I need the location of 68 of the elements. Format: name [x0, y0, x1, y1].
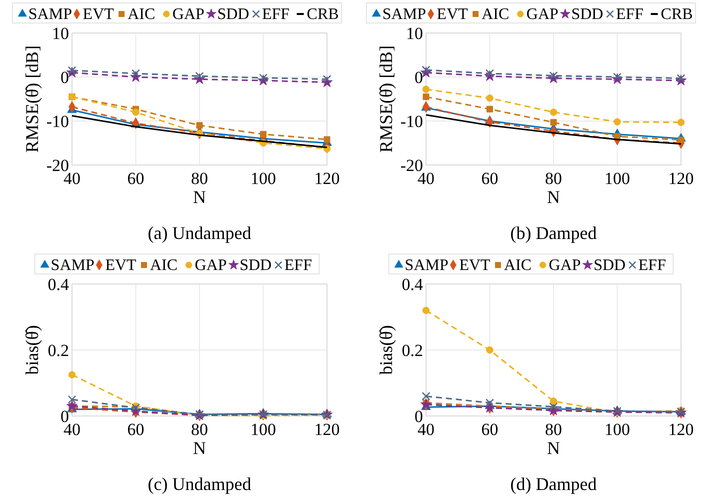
y-tick-label: 0.2	[402, 341, 423, 360]
x-tick-label: 100	[250, 420, 276, 439]
legend-label: EFF	[262, 6, 290, 23]
legend-label: AIC	[128, 6, 156, 23]
x-axis-title: N	[547, 187, 560, 207]
y-tick-label: 0.4	[402, 275, 424, 294]
legend-label: CRB	[306, 6, 339, 23]
y-axis-title: bias(θ̂)	[22, 325, 42, 375]
x-tick-label: 120	[314, 169, 340, 188]
x-tick-label: 60	[127, 420, 144, 439]
x-tick-label: 120	[314, 420, 340, 439]
y-axis-title: RMSE(θ̂) [dB]	[22, 45, 42, 153]
x-tick-label: 80	[545, 420, 562, 439]
x-tick-label: 100	[604, 420, 630, 439]
legend-label: AIC	[504, 257, 532, 274]
y-tick-label: 0	[414, 407, 423, 426]
legend-label: EVT	[459, 257, 491, 274]
legend-label: GAP	[194, 257, 227, 274]
x-axis-title: N	[193, 438, 206, 458]
y-tick-label: -10	[400, 112, 423, 131]
y-tick-label: 0	[60, 407, 69, 426]
legend-label: GAP	[172, 6, 205, 23]
x-tick-label: 120	[668, 420, 694, 439]
y-tick-label: 0.4	[48, 275, 70, 294]
y-axis-title: bias(θ̂)	[376, 325, 396, 375]
legend-label: SAMP	[50, 257, 94, 274]
y-tick-label: 10	[52, 24, 69, 43]
x-tick-label: 80	[191, 420, 208, 439]
legend-label: SAMP	[382, 6, 426, 23]
text: (a) Undamped	[148, 223, 252, 243]
legend-label: SAMP	[404, 257, 448, 274]
x-tick-label: 100	[604, 169, 630, 188]
legend-label: EFF	[616, 6, 644, 23]
legend-label: EVT	[105, 257, 137, 274]
x-tick-label: 80	[191, 169, 208, 188]
x-tick-label: 60	[127, 169, 144, 188]
x-tick-label: 100	[250, 169, 276, 188]
legend-label: EVT	[436, 6, 468, 23]
text: (b) Damped	[510, 223, 597, 243]
legend-label: CRB	[660, 6, 693, 23]
y-tick-label: 10	[406, 24, 423, 43]
legend-label: AIC	[150, 257, 178, 274]
y-tick-label: -10	[46, 112, 69, 131]
legend-label: EFF	[638, 257, 666, 274]
x-axis-title: N	[547, 438, 560, 458]
legend-label: SDD	[240, 257, 272, 274]
y-tick-label: -20	[400, 156, 423, 175]
legend-label: SDD	[594, 257, 626, 274]
text: (d) Damped	[510, 474, 597, 494]
x-tick-label: 120	[668, 169, 694, 188]
y-tick-label: 0	[414, 68, 423, 87]
y-tick-label: -20	[46, 156, 69, 175]
legend-label: SAMP	[28, 6, 72, 23]
y-tick-label: 0.2	[48, 341, 69, 360]
legend-label: SDD	[571, 6, 604, 23]
legend-label: SDD	[217, 6, 250, 23]
x-tick-label: 60	[481, 420, 498, 439]
text: (c) Undamped	[148, 474, 252, 494]
legend-label: GAP	[526, 6, 559, 23]
y-tick-label: 0	[60, 68, 69, 87]
legend-label: AIC	[482, 6, 510, 23]
x-tick-label: 60	[481, 169, 498, 188]
legend-label: EVT	[82, 6, 114, 23]
legend-label: GAP	[548, 257, 581, 274]
legend-label: EFF	[284, 257, 312, 274]
x-axis-title: N	[193, 187, 206, 207]
x-tick-label: 80	[545, 169, 562, 188]
y-axis-title: RMSE(θ̂) [dB]	[376, 45, 396, 153]
